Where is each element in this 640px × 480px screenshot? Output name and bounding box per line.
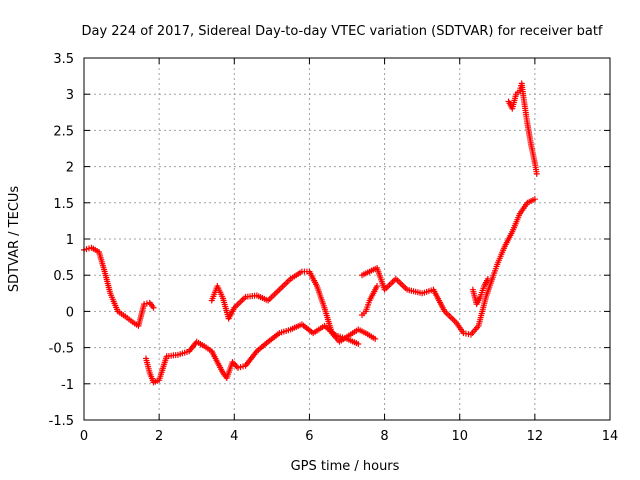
data-point xyxy=(141,301,148,308)
x-tick-label: 4 xyxy=(230,429,238,444)
data-point xyxy=(355,340,362,347)
data-point xyxy=(484,275,491,282)
y-tick-label: -0.5 xyxy=(49,342,74,357)
x-tick-label: 8 xyxy=(380,429,388,444)
grid xyxy=(84,58,610,420)
data-point-interp xyxy=(232,361,239,368)
y-tick-label: 3.5 xyxy=(53,52,74,67)
x-tick-label: 6 xyxy=(305,429,313,444)
x-tick-label: 12 xyxy=(527,429,544,444)
y-tick-label: 1.5 xyxy=(53,197,74,212)
data-point xyxy=(531,196,538,203)
y-tick-label: 3 xyxy=(66,88,74,103)
x-tick-label: 10 xyxy=(451,429,468,444)
plot-frame xyxy=(83,57,611,421)
data-point xyxy=(533,170,540,177)
chart-title: Day 224 of 2017, Sidereal Day-to-day VTE… xyxy=(81,24,602,39)
data-point xyxy=(374,283,381,290)
y-tick-label: 0 xyxy=(66,305,74,320)
x-tick-label: 0 xyxy=(80,429,88,444)
y-axis-label: SDTVAR / TECUs xyxy=(7,186,22,293)
data-point-interp xyxy=(143,300,150,307)
data-point xyxy=(372,335,379,342)
y-tick-label: 2 xyxy=(66,161,74,176)
y-tick-label: 0.5 xyxy=(53,269,74,284)
data-point xyxy=(150,304,157,311)
y-tick-label: 1 xyxy=(66,233,74,248)
x-axis-label: GPS time / hours xyxy=(291,459,400,474)
x-tick-label: 14 xyxy=(602,429,619,444)
y-tick-label: 2.5 xyxy=(53,124,74,139)
data-points xyxy=(81,80,540,386)
tick-labels: 0 2 4 6 8 10 12 14 -1.5 -1 -0.5 0 0.5 1 1.5 2 2.5 3 3.5 xyxy=(49,52,619,444)
y-tick-label: -1.5 xyxy=(49,414,74,429)
y-tick-label: -1 xyxy=(61,378,74,393)
x-tick-label: 2 xyxy=(155,429,163,444)
